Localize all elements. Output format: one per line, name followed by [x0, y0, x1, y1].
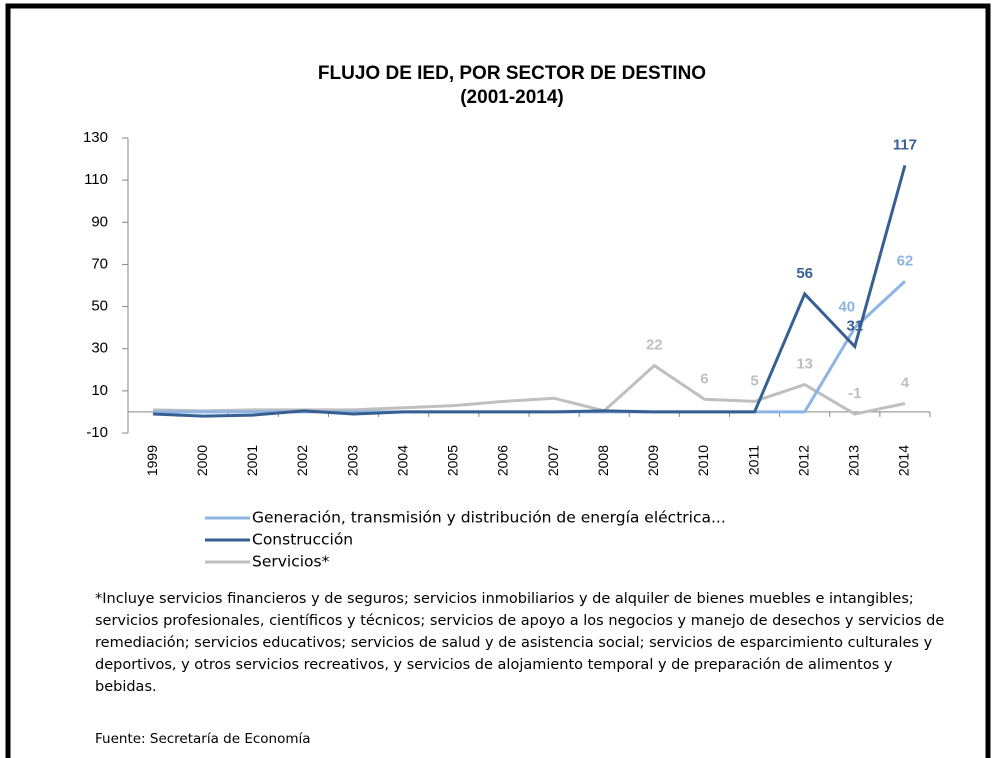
y-tick-label: 90	[91, 213, 108, 230]
x-tick-label: 2012	[795, 445, 811, 476]
x-tick-label: 2009	[645, 445, 661, 476]
chart-subtitle: (2001-2014)	[460, 87, 564, 108]
x-tick-label: 2013	[846, 445, 862, 476]
data-label: 56	[796, 265, 813, 282]
x-tick-label: 2003	[344, 445, 360, 476]
x-tick-label: 2006	[495, 445, 511, 476]
x-tick-label: 1999	[144, 445, 160, 476]
y-tick-label: 110	[84, 171, 108, 188]
data-label: 40	[838, 299, 855, 316]
x-tick-label: 2005	[445, 445, 461, 476]
x-tick-label: 2011	[745, 445, 761, 475]
y-tick-label: 130	[83, 129, 108, 146]
data-label: 4	[901, 374, 910, 391]
x-tick-label: 2000	[194, 445, 210, 476]
x-tick-label: 2002	[294, 445, 310, 476]
y-tick-label: -10	[86, 424, 108, 441]
data-label: 22	[646, 337, 663, 354]
line-series	[153, 280, 906, 414]
y-tick-label: 10	[91, 382, 108, 399]
data-label: 13	[796, 356, 813, 373]
footnote: *Incluye servicios financieros y de segu…	[95, 591, 945, 695]
data-label: -1	[848, 385, 861, 402]
legend-label: Construcción	[252, 531, 353, 549]
x-tick-label: 2008	[595, 445, 611, 476]
x-tick-label: 2001	[244, 445, 260, 476]
source: Fuente: Secretaría de Economía	[95, 731, 311, 747]
chart-title: FLUJO DE IED, POR SECTOR DE DESTINO	[318, 63, 706, 84]
legend-label: Servicios*	[252, 553, 330, 571]
line-series	[153, 363, 906, 416]
x-tick-label: 2007	[545, 445, 561, 476]
line-series	[153, 164, 907, 418]
data-label: 117	[893, 136, 917, 153]
y-tick-label: 70	[91, 255, 108, 272]
y-tick-label: 30	[91, 340, 108, 357]
x-tick-label: 2010	[695, 445, 711, 476]
frame	[5, 3, 991, 758]
y-tick-label: 50	[91, 298, 108, 315]
data-label: 5	[750, 372, 758, 389]
legend-label: Generación, transmisión y distribución d…	[252, 509, 726, 527]
x-tick-label: 2004	[394, 445, 410, 476]
data-label: 62	[897, 252, 914, 269]
x-tick-label: 2014	[896, 445, 912, 476]
data-label: 31	[846, 318, 863, 335]
data-label: 6	[700, 370, 708, 387]
